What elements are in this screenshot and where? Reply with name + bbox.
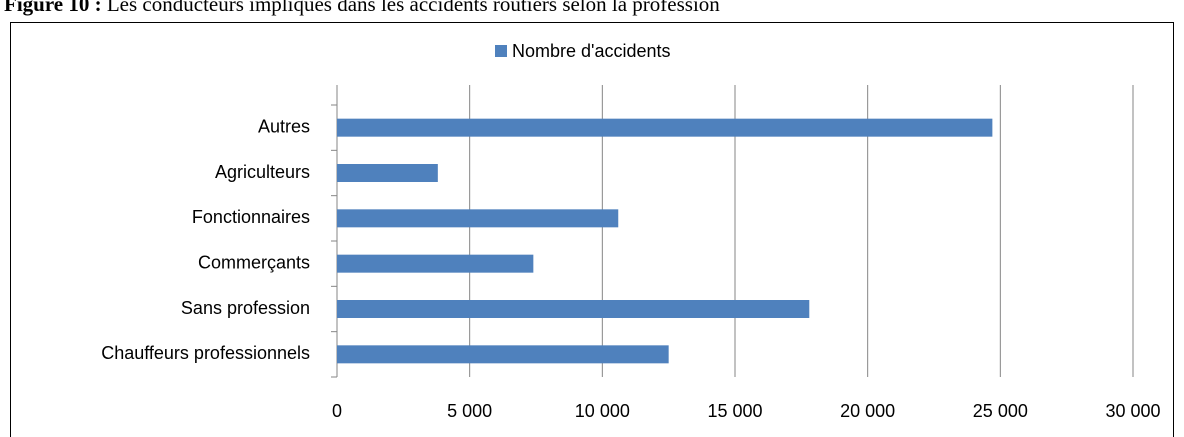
chart-title: Figure 10 : Les conducteurs impliqués da… bbox=[4, 0, 720, 16]
x-tick-label: 5 000 bbox=[447, 401, 492, 421]
bar bbox=[337, 164, 438, 182]
chart-frame bbox=[10, 22, 1174, 437]
bar bbox=[337, 254, 534, 273]
bar bbox=[337, 345, 669, 364]
legend-label: Nombre d'accidents bbox=[512, 41, 671, 61]
x-tick-label: 30 000 bbox=[1105, 401, 1160, 421]
x-tick-label: 25 000 bbox=[973, 401, 1028, 421]
y-tick-label: Fonctionnaires bbox=[192, 207, 310, 227]
bar bbox=[337, 300, 810, 318]
x-tick-label: 15 000 bbox=[707, 401, 762, 421]
y-tick-label: Commerçants bbox=[198, 252, 310, 272]
y-tick-label: Sans profession bbox=[181, 298, 310, 318]
x-tick-label: 20 000 bbox=[840, 401, 895, 421]
y-tick-label: Chauffeurs professionnels bbox=[101, 343, 310, 363]
y-tick-label: Autres bbox=[258, 116, 310, 136]
title-text: Les conducteurs impliqués dans les accid… bbox=[107, 0, 720, 16]
legend-swatch bbox=[495, 45, 507, 57]
bar bbox=[337, 118, 993, 137]
figure-label: Figure 10 : bbox=[4, 0, 102, 16]
x-tick-label: 10 000 bbox=[575, 401, 630, 421]
bar bbox=[337, 209, 619, 228]
x-tick-label: 0 bbox=[332, 401, 342, 421]
y-tick-label: Agriculteurs bbox=[215, 162, 310, 182]
